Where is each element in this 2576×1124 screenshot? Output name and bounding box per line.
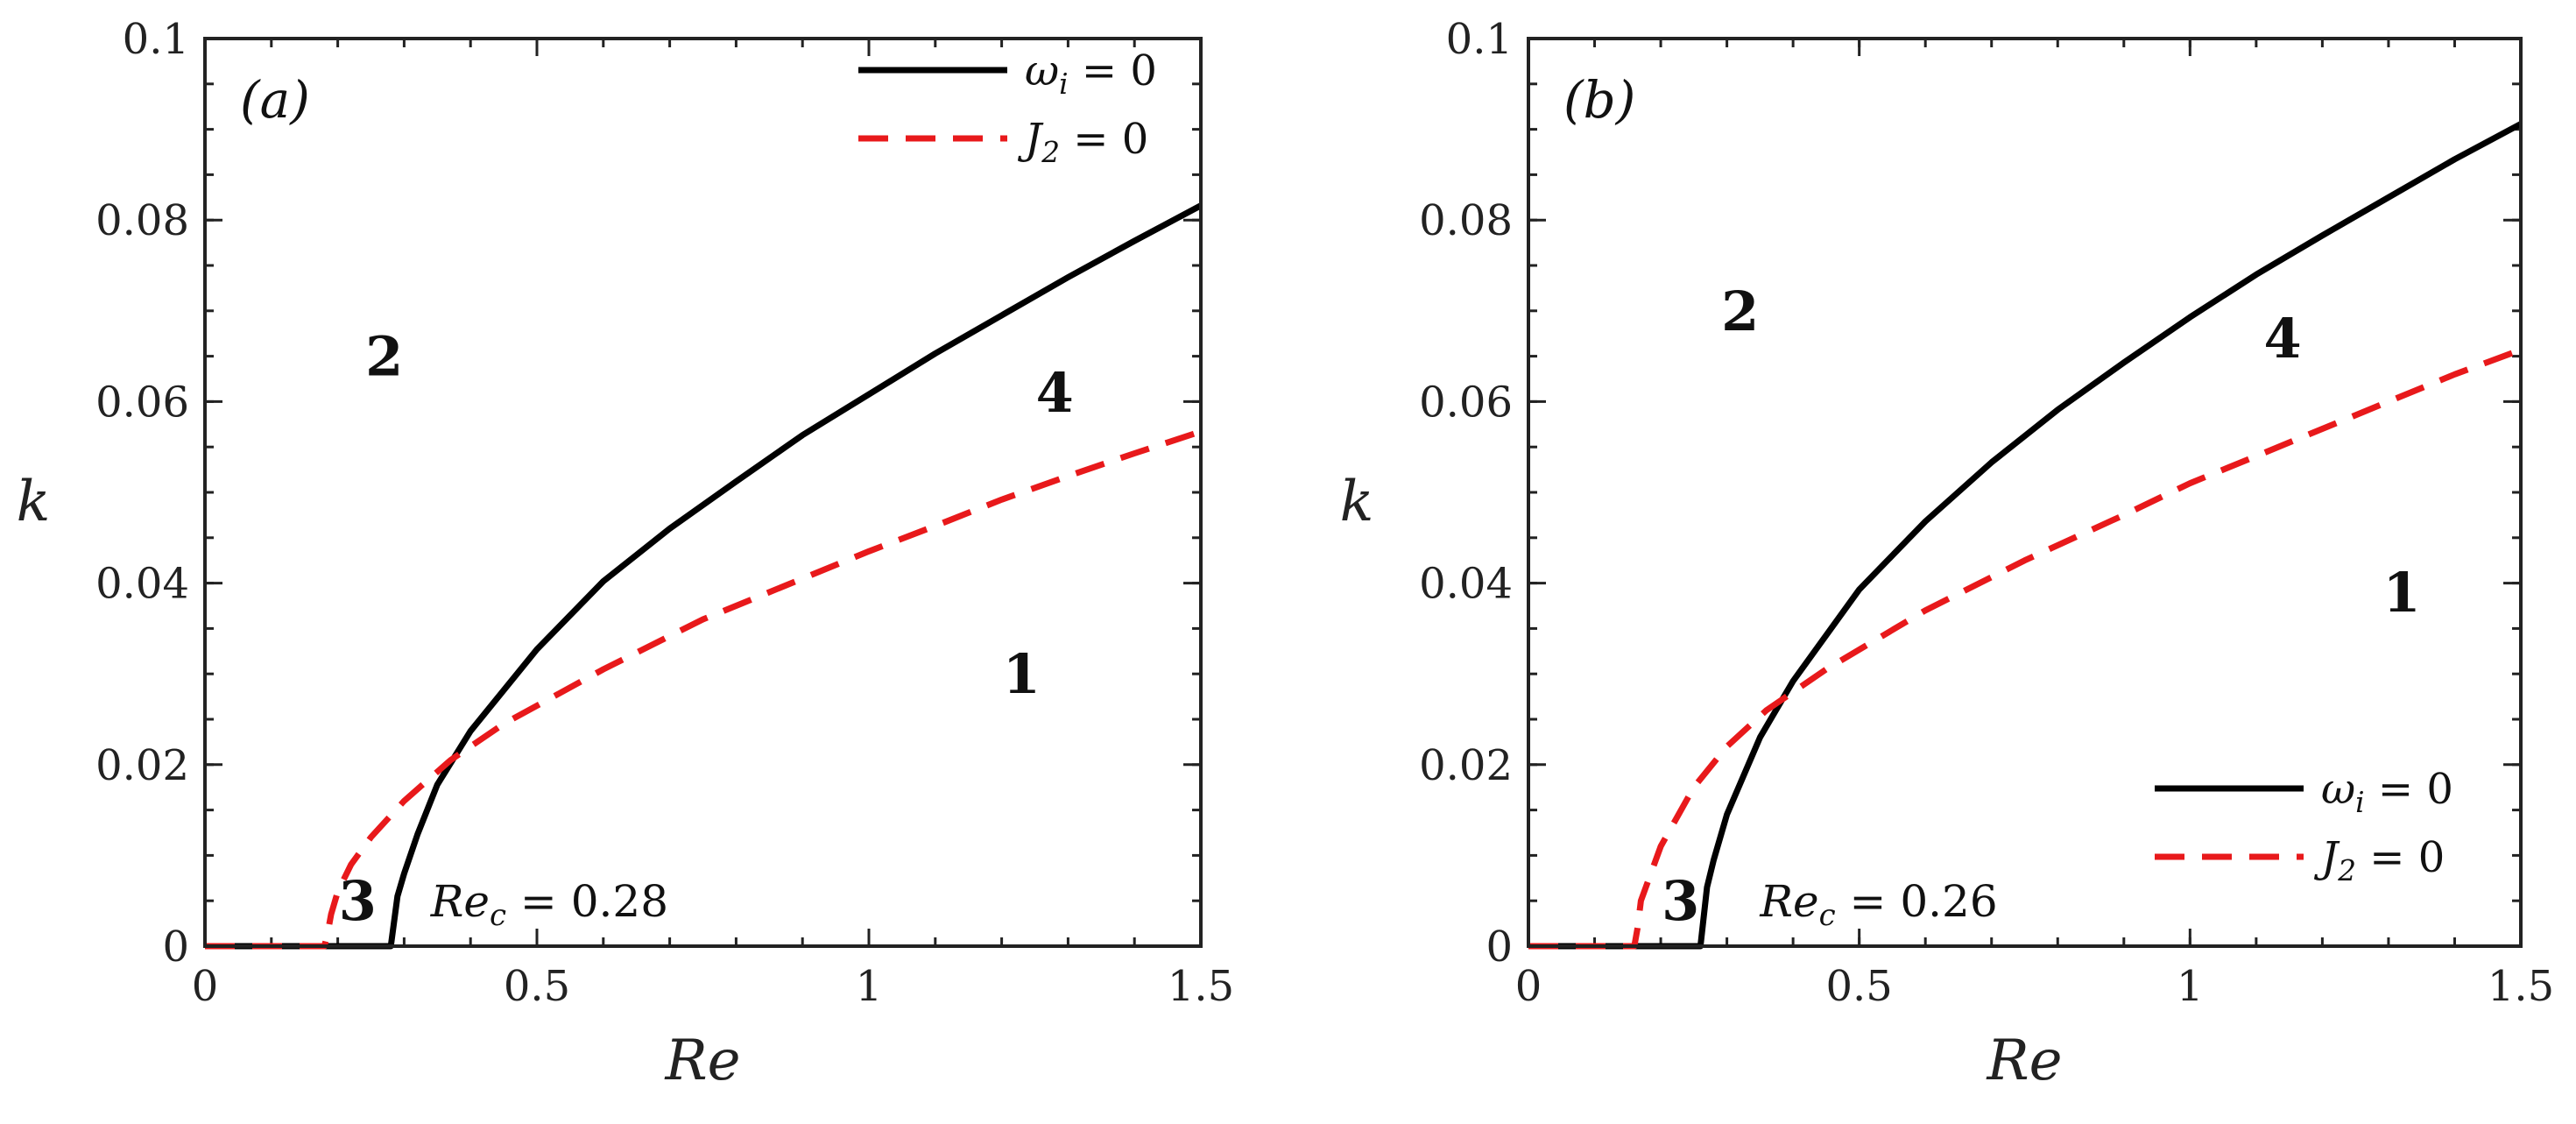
series-line-j2 <box>1528 347 2523 950</box>
y-tick-label: 0.08 <box>1419 196 1513 245</box>
plot-frame <box>1527 37 2523 948</box>
panel-tag: (a) <box>240 70 310 130</box>
x-tick-label: 1.5 <box>2488 962 2554 1011</box>
region-label-3: 3 <box>1662 869 1699 933</box>
legend: ωi = 0 J2 = 0 <box>858 46 1157 169</box>
panel-b: 0 0.5 1 1.5 0 0.02 0.04 0.06 0.08 0.1 Re k (b) 1 2 3 4 Re… <box>1340 15 2555 1093</box>
x-tick-label: 0.5 <box>504 962 570 1011</box>
x-tick-label: 0.5 <box>1825 962 1892 1011</box>
y-tick-label: 0.04 <box>95 560 189 609</box>
y-axis-label: k <box>1340 470 1374 534</box>
region-label-1: 1 <box>1003 642 1041 706</box>
panel-a: 0 0.5 1 1.5 0 0.02 0.04 0.06 0.08 0.1 Re k (a) 1 2 3 4 Re… <box>17 15 1235 1093</box>
region-label-4: 4 <box>1036 361 1074 425</box>
legend-label: J2 = 0 <box>1017 115 1148 169</box>
panel-tag: (b) <box>1563 70 1635 130</box>
region-label-2: 2 <box>365 325 403 389</box>
series-line-omega <box>205 202 1203 950</box>
y-tick-label: 0.1 <box>123 15 189 64</box>
x-tick-label: 1 <box>2177 962 2204 1011</box>
x-tick-label: 1.5 <box>1168 962 1234 1011</box>
x-axis-label: Re <box>1986 1029 2062 1093</box>
x-axis-label: Re <box>664 1029 740 1093</box>
legend-label: ωi = 0 <box>2321 765 2453 819</box>
y-tick-label: 0.02 <box>95 741 189 790</box>
y-tick-label: 0.1 <box>1446 15 1513 64</box>
region-label-4: 4 <box>2264 307 2302 371</box>
legend: ωi = 0 J2 = 0 <box>2155 765 2453 887</box>
y-tick-label: 0.02 <box>1419 741 1513 790</box>
series-line-j2 <box>205 428 1203 950</box>
legend-label: ωi = 0 <box>1025 46 1157 101</box>
x-tick-label: 1 <box>856 962 883 1011</box>
x-tick-label: 0 <box>1515 962 1542 1011</box>
y-tick-label: 0 <box>1486 923 1513 972</box>
y-tick-label: 0.04 <box>1419 560 1513 609</box>
plot-frame <box>203 37 1203 948</box>
region-label-2: 2 <box>1721 279 1759 343</box>
critical-re-annotation: Rec = 0.28 <box>430 876 668 933</box>
region-label-1: 1 <box>2382 561 2420 625</box>
series-line-omega <box>1528 121 2523 950</box>
y-tick-label: 0 <box>162 923 189 972</box>
y-axis-label: k <box>17 470 51 534</box>
y-tick-label: 0.06 <box>95 378 189 427</box>
x-tick-label: 0 <box>192 962 219 1011</box>
critical-re-annotation: Rec = 0.26 <box>1759 876 1997 933</box>
region-label-3: 3 <box>339 869 377 933</box>
y-tick-label: 0.06 <box>1419 378 1513 427</box>
legend-label: J2 = 0 <box>2313 833 2445 887</box>
y-tick-label: 0.08 <box>95 196 189 245</box>
